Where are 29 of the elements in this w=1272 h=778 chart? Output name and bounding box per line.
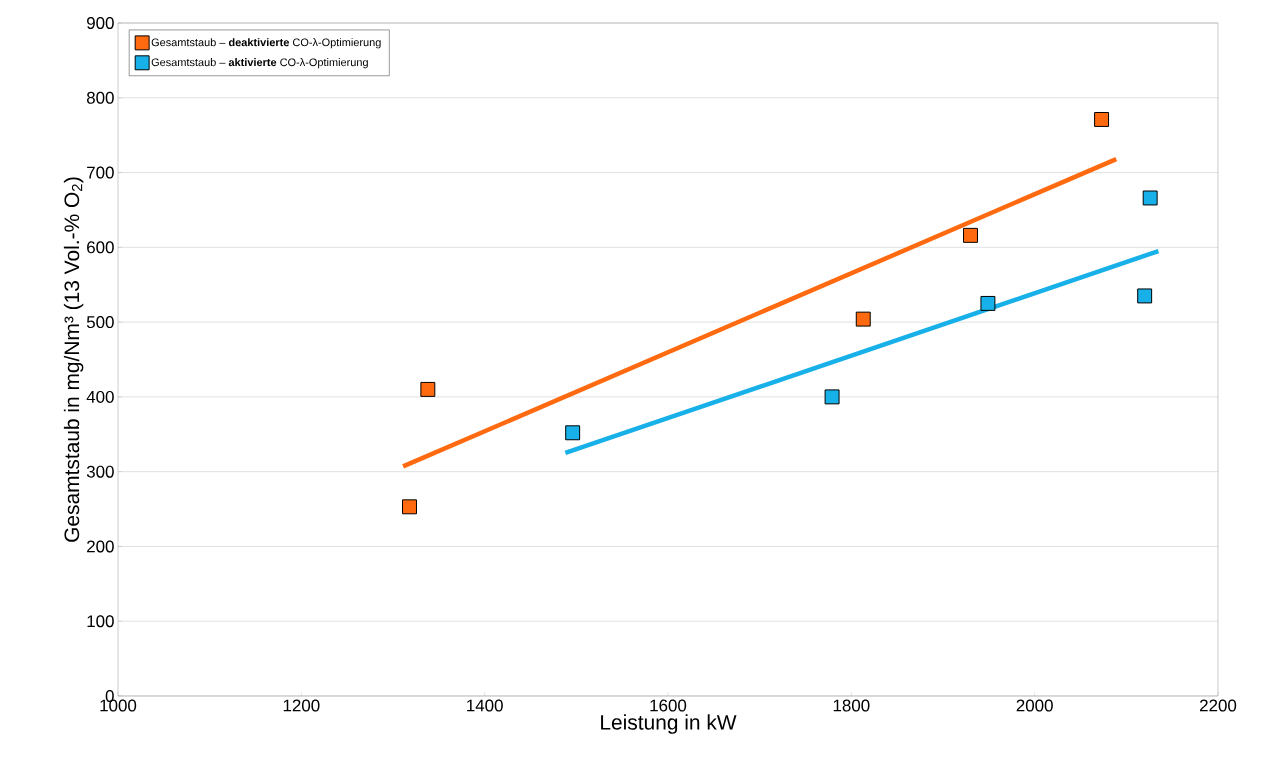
point: [980, 295, 996, 311]
x-tick-label: 1800: [833, 699, 870, 712]
point: [565, 425, 581, 441]
point: [1094, 111, 1110, 127]
y-tick-label: 700: [87, 166, 114, 179]
legend-label: Gesamtstaub – deaktivierte CO-λ-Optimierung: [151, 38, 381, 49]
y-tick-label: 600: [87, 241, 114, 254]
y-tick-label: 300: [86, 465, 114, 478]
point: [1137, 288, 1153, 304]
point: [402, 499, 417, 515]
x-tick-label: 1600: [650, 699, 687, 712]
y-tick-label: 500: [86, 316, 114, 329]
y-tick-label: 100: [87, 615, 114, 628]
point: [855, 311, 871, 327]
point: [420, 381, 436, 397]
x-tick-label: 2000: [1016, 699, 1053, 712]
x-tick-label: 2200: [1200, 699, 1237, 712]
y-tick-label: 800: [86, 91, 114, 104]
legend-label: Gesamtstaub – aktivierte CO-λ-Optimierung: [151, 58, 368, 69]
y-tick-label: 400: [86, 390, 114, 403]
y-axis-title: Gesamtstaub in mg/Nm³ (13 Vol.-% O$_{2}$): [63, 177, 84, 542]
x-tick-label: 1400: [467, 699, 503, 712]
y-tick-label: 200: [87, 540, 114, 553]
point: [963, 227, 978, 243]
point: [824, 389, 840, 405]
point: [1142, 190, 1158, 206]
y-tick-label: 900: [87, 17, 114, 29]
x-axis-title: Leistung in kW: [601, 714, 737, 734]
x-tick-label: 1200: [283, 699, 320, 712]
